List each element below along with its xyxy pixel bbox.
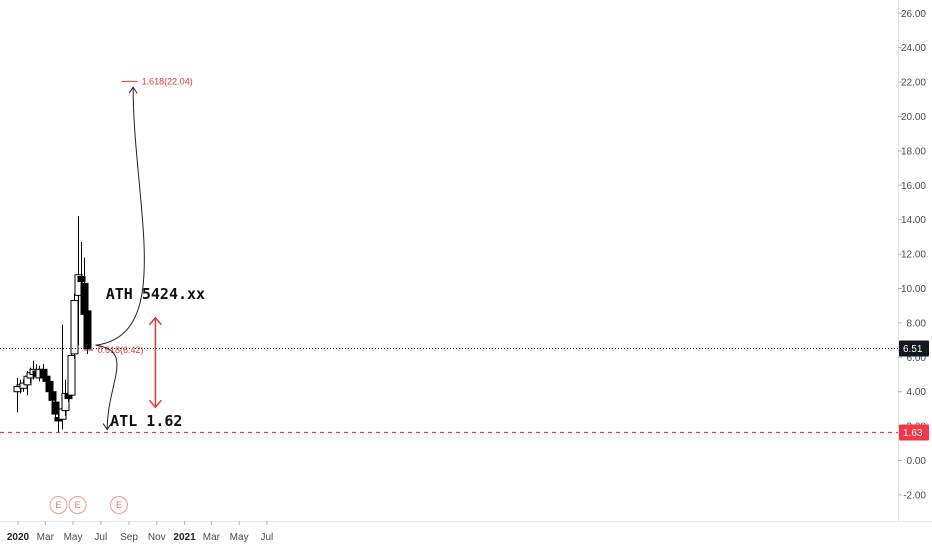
y-tick-label: 24.00 (901, 43, 926, 54)
candle-down (77, 275, 86, 283)
earnings-marker-label: E (116, 500, 122, 510)
ath-label: ATH 5424.xx (106, 285, 205, 303)
y-tick-label: 12.00 (901, 250, 926, 261)
atl-price-tag (899, 424, 929, 441)
y-tick-label: 4.00 (907, 387, 927, 398)
y-tick-label: 22.00 (901, 78, 926, 89)
projection-curve-up (95, 87, 145, 346)
annotations-layer: 1.618(22.04) 0.618(6.42) ATH 5424.xx ATL… (0, 76, 898, 434)
candle-up (67, 355, 76, 396)
earnings-marker-icon (49, 496, 68, 514)
x-tick-label: Nov (148, 532, 166, 543)
candle-down (80, 282, 89, 315)
x-tick-label: Jul (260, 532, 273, 543)
y-tick-label: 8.00 (907, 318, 927, 329)
earnings-marker-label: E (75, 500, 81, 510)
y-tick-label: 6.00 (907, 353, 927, 364)
candle-up (70, 300, 79, 355)
atl-price-tag-label: 1.63 (903, 428, 923, 439)
x-tick-label: 2020 (7, 532, 30, 543)
y-tick-label: 16.00 (901, 181, 926, 192)
x-tick-label: Jul (94, 532, 107, 543)
y-tick-label: 10.00 (901, 284, 926, 295)
fib-0618-label: 0.618(6.42) (98, 345, 144, 355)
range-arrow-heads (148, 316, 162, 409)
x-tick-label: Sep (120, 532, 138, 543)
atl-label: ATL 1.62 (110, 412, 182, 430)
candle-down (45, 380, 54, 393)
y-tick-label: 26.00 (901, 9, 926, 20)
candle-down (51, 401, 60, 415)
x-axis-ticks: 2020 Mar May Jul Sep Nov 2021 Mar May Jul (7, 521, 273, 543)
x-tick-label: Mar (203, 532, 221, 543)
candle-down (48, 391, 57, 401)
current-price-tag-label: 6.51 (903, 344, 923, 355)
y-tick-label: 18.00 (901, 146, 926, 157)
earnings-marker-icon (68, 496, 87, 514)
projection-curve-down (95, 344, 118, 430)
projection-arrowhead-up (128, 86, 138, 94)
projection-arrowhead-down (102, 423, 112, 431)
candle-down (83, 310, 92, 350)
x-tick-label: 2021 (173, 532, 196, 543)
y-tick-label: -2.00 (903, 490, 926, 501)
earnings-marker-label: E (55, 500, 61, 510)
candles-layer (13, 216, 92, 433)
earnings-marker-icon (110, 496, 129, 514)
candle-down (42, 375, 51, 382)
x-tick-label: Mar (37, 532, 55, 543)
y-tick-label: 14.00 (901, 215, 926, 226)
y-tick-label: 0.00 (907, 456, 927, 467)
y-tick-label: 20.00 (901, 112, 926, 123)
x-tick-label: May (230, 532, 249, 543)
x-tick-label: May (64, 532, 83, 543)
current-price-tag (899, 340, 929, 357)
fib-1618-label: 1.618(22.04) (142, 76, 193, 86)
